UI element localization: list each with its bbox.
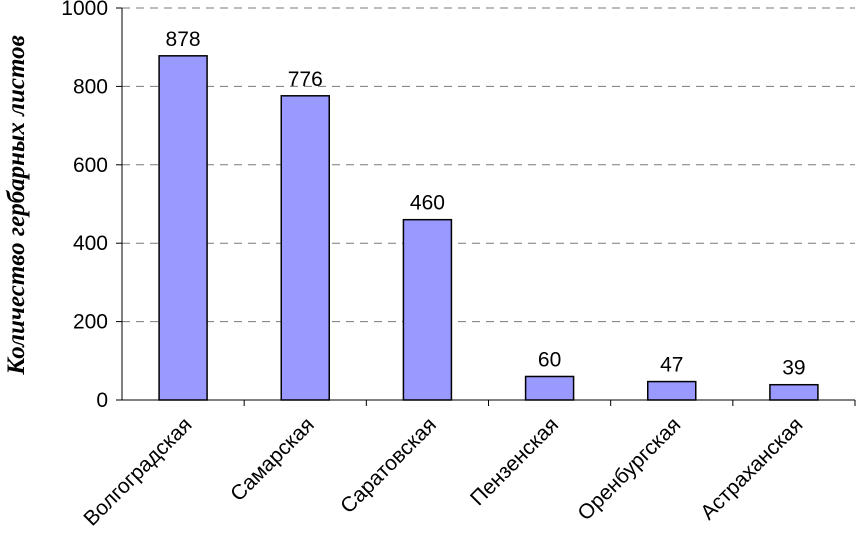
y-tick-label: 0 [96, 389, 108, 412]
data-label: 878 [166, 28, 201, 51]
bar [158, 55, 208, 401]
x-tick-labels: Волгоградская Самарская Саратовская Пензенс… [79, 413, 807, 530]
bar [769, 383, 819, 401]
x-tick-label: Астраханская [696, 413, 807, 524]
data-label: 60 [538, 348, 561, 371]
axes [116, 7, 856, 406]
y-axis-label: Количество гербарных листов [3, 35, 30, 376]
data-label: 47 [660, 354, 683, 377]
y-tick-label: 600 [73, 154, 108, 177]
x-tick-label: Самарская [226, 413, 319, 506]
bar [402, 218, 453, 401]
bar [280, 95, 330, 401]
bar [524, 375, 575, 401]
bar [647, 380, 697, 401]
data-label: 776 [288, 68, 323, 91]
x-tick-label: Оренбургская [573, 413, 685, 525]
y-tick-label: 400 [73, 232, 108, 255]
data-label: 39 [782, 357, 805, 380]
bars [158, 55, 819, 401]
y-tick-labels: 0 200 400 600 800 1000 [61, 0, 108, 412]
y-tick-label: 200 [73, 311, 108, 334]
gridlines [122, 7, 855, 323]
x-tick-label: Волгоградская [79, 413, 196, 530]
x-tick-label: Пензенская [466, 413, 563, 510]
data-label: 460 [410, 192, 445, 215]
data-labels: 878 776 460 60 47 39 [166, 28, 806, 380]
y-tick-label: 1000 [61, 0, 108, 20]
y-tick-label: 800 [73, 75, 108, 98]
x-tick-label: Саратовская [336, 413, 441, 518]
